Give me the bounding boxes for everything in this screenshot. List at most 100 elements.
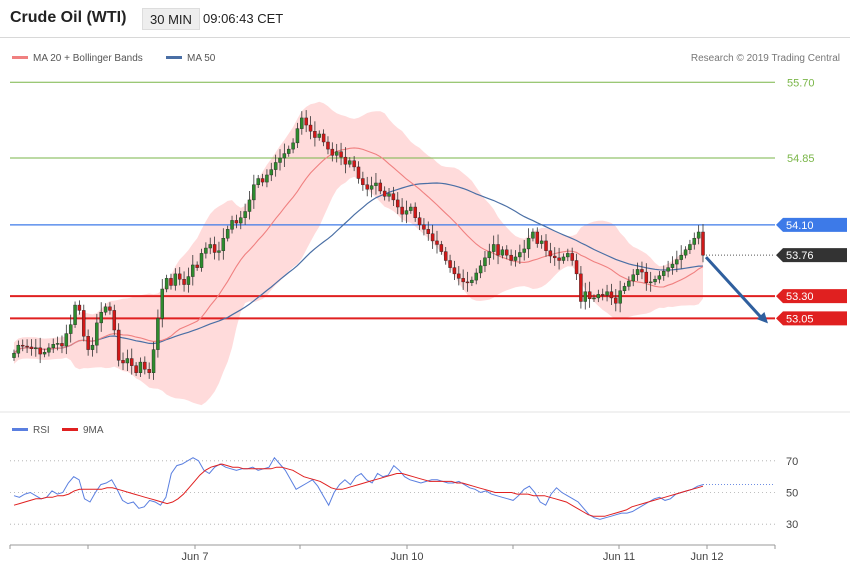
candle [374,172,378,195]
timeframe-badge[interactable]: 30 MIN [142,8,200,30]
candle [77,300,82,315]
candle [260,173,265,187]
candle [487,243,492,265]
header-divider [0,37,850,38]
candle [417,212,422,230]
candle [657,271,662,284]
candle [25,339,29,354]
candle [662,265,666,281]
candle [522,240,526,261]
candle [151,341,156,380]
candle [513,250,518,267]
candle [409,203,413,214]
candle [177,267,182,286]
rsi-series-line [13,456,704,520]
candle [361,171,365,191]
candle [212,236,217,260]
forecast-arrow-icon [704,256,768,324]
candle [256,174,260,188]
candle [640,261,644,280]
rsi-swatch-icon [12,428,28,431]
candle [356,161,361,184]
rsi-legend: RSI 9MA [12,425,104,436]
candle [164,274,169,293]
candle [55,336,60,351]
chart-header: Crude Oil (WTI) 30 MIN 09:06:43 CET [0,0,850,38]
candle [291,138,295,154]
candle [64,324,69,355]
candle [570,247,574,266]
candle [295,122,300,149]
candle [483,251,487,272]
candle [247,190,252,220]
candle [531,228,535,242]
level-tag-text: 54.10 [786,220,814,232]
candle [304,110,308,133]
candle [387,187,391,202]
candle [38,337,42,364]
candle [269,162,274,182]
candle [125,349,130,372]
candle [82,304,86,342]
candle [478,260,483,279]
candle [683,246,688,259]
candle [326,136,330,155]
candle [435,230,439,254]
level-tag-54-10: 54.10 [776,217,847,232]
candle [439,240,444,255]
candle [51,338,55,353]
candle [583,282,587,310]
candle [474,268,478,285]
candle [605,284,609,302]
candle [566,248,570,262]
candle [653,275,657,286]
candle [156,309,160,358]
candle [526,228,531,258]
candle [68,314,73,343]
candle [457,266,461,286]
candle [147,362,151,379]
candle [34,338,38,357]
rsi-tick-30: 30 [786,519,798,531]
candle [648,271,653,292]
candle [518,244,522,264]
ma20-legend-label: MA 20 + Bollinger Bands [33,53,143,64]
candle [500,246,505,259]
candle [239,210,243,230]
level-label-55-70: 55.70 [787,77,815,89]
level-label-54-85: 54.85 [787,153,815,165]
candle [42,348,47,358]
candle [670,256,675,275]
candle [553,247,557,266]
candle [679,245,683,269]
candle [252,174,256,209]
candle [382,186,387,201]
candle [614,289,618,312]
candle [103,303,108,316]
candle [73,301,77,328]
candle [278,149,282,171]
candle [199,248,204,272]
level-tag-text: 53.05 [786,313,814,325]
ma20-path [13,147,704,354]
candle [396,192,400,215]
ma9-legend-label: 9MA [83,425,104,436]
x-tick-label: Jun 7 [182,551,209,563]
candle [243,203,247,225]
candle [47,343,51,357]
candle [544,234,548,257]
candle [548,242,553,264]
candle [675,250,679,273]
candle [574,253,579,280]
candle [365,176,369,197]
candle [121,352,125,371]
candle [378,179,383,195]
candle [208,237,212,255]
candle [596,289,601,303]
candle [557,247,561,270]
candle [169,273,173,290]
candle [95,313,99,354]
instrument-title: Crude Oil (WTI) [10,9,127,26]
candle [230,215,234,234]
